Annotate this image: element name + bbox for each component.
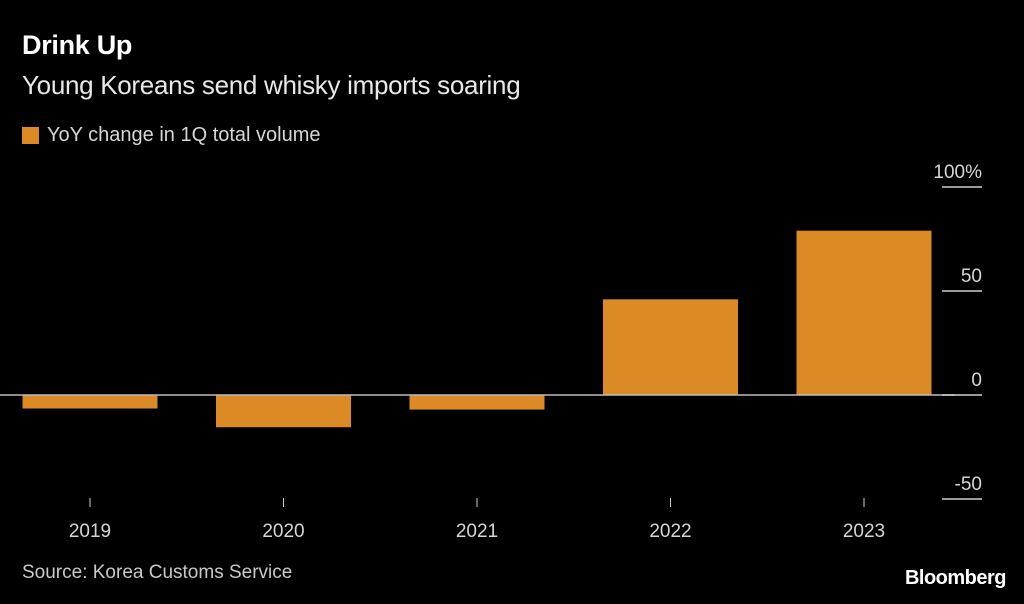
chart-title: Drink Up	[22, 30, 133, 60]
legend-label: YoY change in 1Q total volume	[47, 124, 321, 146]
chart-subtitle: Young Koreans send whisky imports soarin…	[22, 70, 521, 100]
bars-group	[22, 230, 932, 428]
bar-2022	[603, 299, 738, 395]
legend: YoY change in 1Q total volume	[22, 124, 321, 147]
y-tick-label: -50	[955, 474, 982, 495]
bloomberg-logo: Bloomberg	[904, 567, 1007, 589]
bar-2021	[409, 395, 545, 410]
y-tick-label: 0	[971, 370, 982, 391]
x-tick-label: 2020	[262, 521, 304, 542]
y-tick-label: 100%	[933, 162, 982, 183]
y-tick-label: 50	[961, 266, 982, 287]
x-axis: 2019 2020 2021 2022 2023	[69, 498, 885, 542]
bar-2023	[796, 230, 932, 395]
legend-swatch	[22, 127, 39, 144]
x-tick-label: 2022	[649, 521, 691, 542]
bar-2020	[216, 395, 351, 428]
x-tick-label: 2019	[69, 521, 111, 542]
source-note: Source: Korea Customs Service	[22, 562, 293, 583]
x-tick-label: 2023	[843, 521, 885, 542]
y-axis: 100% 50 0 -50	[933, 162, 982, 500]
bar-2019	[22, 395, 158, 409]
x-tick-label: 2021	[456, 521, 498, 542]
